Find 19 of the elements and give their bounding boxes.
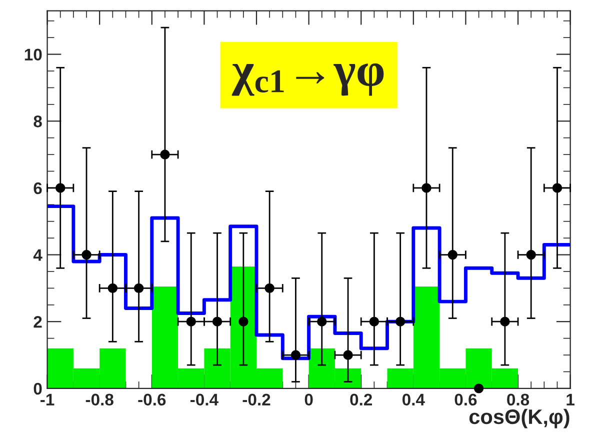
- x-tick-label: 0.6: [454, 394, 477, 406]
- y-tick-label: 0: [34, 382, 42, 395]
- x-axis-title: cosΘ(K,φ): [469, 408, 570, 428]
- text: χ$_{c1}$→γφ: [232, 63, 384, 96]
- y-tick-label: 6: [34, 182, 42, 194]
- x-tick-label: 0.4: [402, 394, 425, 406]
- x-tick-label: -1: [40, 394, 54, 406]
- x-tick-label: 1: [566, 394, 574, 406]
- y-tick-label: 8: [34, 116, 42, 128]
- x-tick-label: 0.8: [507, 394, 530, 406]
- y-tick-label: 2: [34, 316, 42, 328]
- x-tick-label: -0.4: [190, 394, 218, 406]
- y-tick-label: 4: [33, 249, 42, 261]
- y-tick-label: 10: [24, 48, 42, 60]
- x-tick-label: 0.2: [350, 394, 372, 406]
- x-tick-label: -0.6: [138, 394, 166, 406]
- x-tick-label: -0.8: [86, 394, 114, 406]
- x-tick-label: 0: [304, 394, 313, 406]
- x-tick-label: -0.2: [242, 394, 270, 406]
